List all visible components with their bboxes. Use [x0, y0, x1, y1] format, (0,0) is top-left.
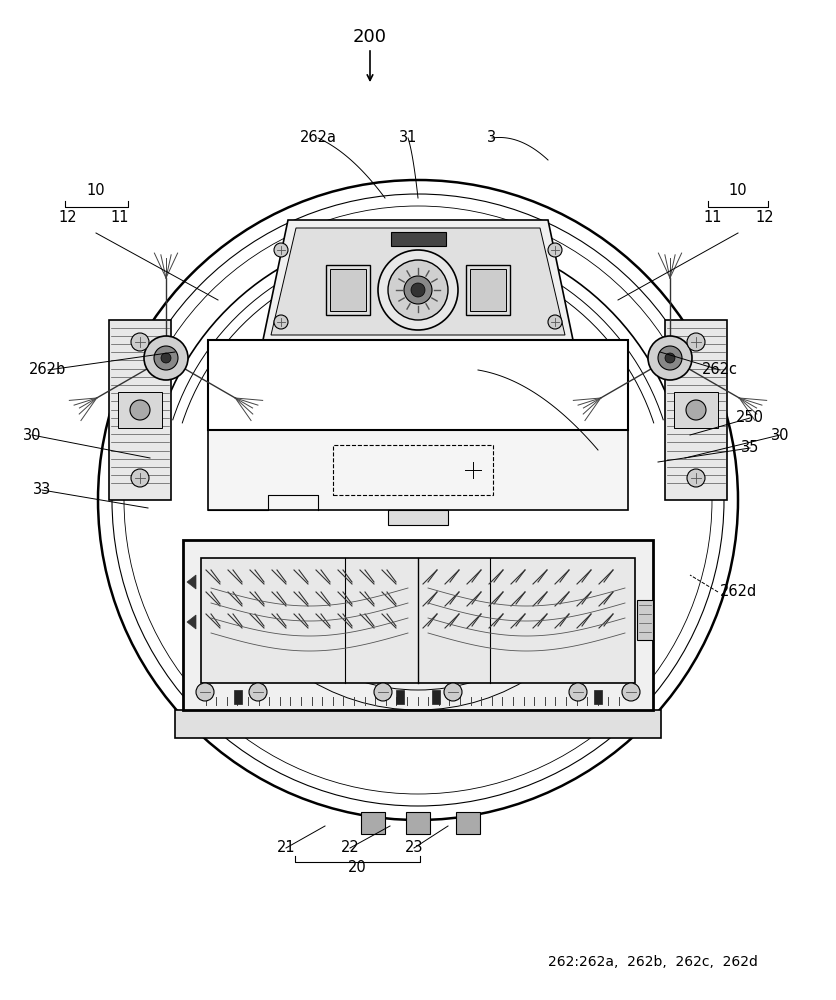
- Bar: [388, 510, 448, 525]
- Bar: [118, 392, 162, 428]
- Polygon shape: [187, 575, 196, 589]
- Bar: [208, 430, 628, 510]
- Text: 23: 23: [405, 840, 423, 856]
- Circle shape: [444, 683, 462, 701]
- Circle shape: [274, 243, 288, 257]
- Bar: [208, 340, 628, 430]
- Bar: [470, 269, 506, 311]
- Bar: [361, 812, 385, 834]
- Text: 250: 250: [736, 410, 764, 426]
- Bar: [391, 232, 446, 246]
- Bar: [637, 600, 653, 640]
- Circle shape: [569, 683, 587, 701]
- Circle shape: [378, 250, 458, 330]
- Bar: [330, 269, 366, 311]
- Circle shape: [144, 336, 188, 380]
- Circle shape: [622, 683, 640, 701]
- Circle shape: [658, 346, 682, 370]
- Circle shape: [686, 400, 706, 420]
- Bar: [594, 690, 602, 704]
- Text: 22: 22: [340, 840, 359, 856]
- Text: 10: 10: [729, 183, 747, 198]
- Text: 35: 35: [741, 440, 759, 456]
- Circle shape: [274, 315, 288, 329]
- Bar: [674, 392, 718, 428]
- Circle shape: [687, 333, 705, 351]
- Text: 12: 12: [59, 211, 77, 226]
- Bar: [432, 690, 440, 704]
- Circle shape: [411, 283, 425, 297]
- Circle shape: [648, 336, 692, 380]
- Text: 262b: 262b: [29, 362, 67, 377]
- Bar: [201, 558, 635, 683]
- Text: 33: 33: [33, 483, 51, 497]
- Text: 31: 31: [399, 130, 417, 145]
- Text: 30: 30: [771, 428, 789, 442]
- Circle shape: [249, 683, 267, 701]
- Bar: [175, 710, 661, 738]
- Bar: [109, 320, 171, 500]
- Text: 262:262a,  262b,  262c,  262d: 262:262a, 262b, 262c, 262d: [548, 955, 758, 969]
- Text: 3: 3: [487, 130, 497, 145]
- Polygon shape: [271, 228, 565, 335]
- Bar: [183, 540, 653, 710]
- Text: 10: 10: [87, 183, 105, 198]
- Circle shape: [196, 683, 214, 701]
- Circle shape: [388, 260, 448, 320]
- Circle shape: [374, 683, 392, 701]
- Bar: [665, 320, 727, 500]
- Circle shape: [548, 315, 562, 329]
- Bar: [326, 265, 370, 315]
- Text: 262c: 262c: [702, 362, 738, 377]
- Circle shape: [687, 469, 705, 487]
- Text: 200: 200: [353, 28, 387, 46]
- Text: 11: 11: [704, 211, 722, 226]
- Circle shape: [130, 400, 150, 420]
- Text: 21: 21: [277, 840, 295, 856]
- Bar: [456, 812, 480, 834]
- Text: 20: 20: [348, 860, 366, 875]
- Polygon shape: [263, 220, 573, 340]
- Circle shape: [548, 243, 562, 257]
- Bar: [333, 445, 493, 495]
- Bar: [466, 265, 510, 315]
- Circle shape: [131, 333, 149, 351]
- Text: 262a: 262a: [299, 130, 337, 145]
- Text: 11: 11: [110, 211, 130, 226]
- Circle shape: [154, 346, 178, 370]
- Circle shape: [665, 353, 675, 363]
- Bar: [234, 690, 242, 704]
- Text: 30: 30: [23, 428, 41, 442]
- Circle shape: [131, 469, 149, 487]
- Bar: [406, 812, 430, 834]
- Circle shape: [161, 353, 171, 363]
- Text: 12: 12: [756, 211, 774, 226]
- Polygon shape: [187, 615, 196, 629]
- Text: 262d: 262d: [720, 584, 757, 599]
- Circle shape: [404, 276, 432, 304]
- Bar: [396, 690, 404, 704]
